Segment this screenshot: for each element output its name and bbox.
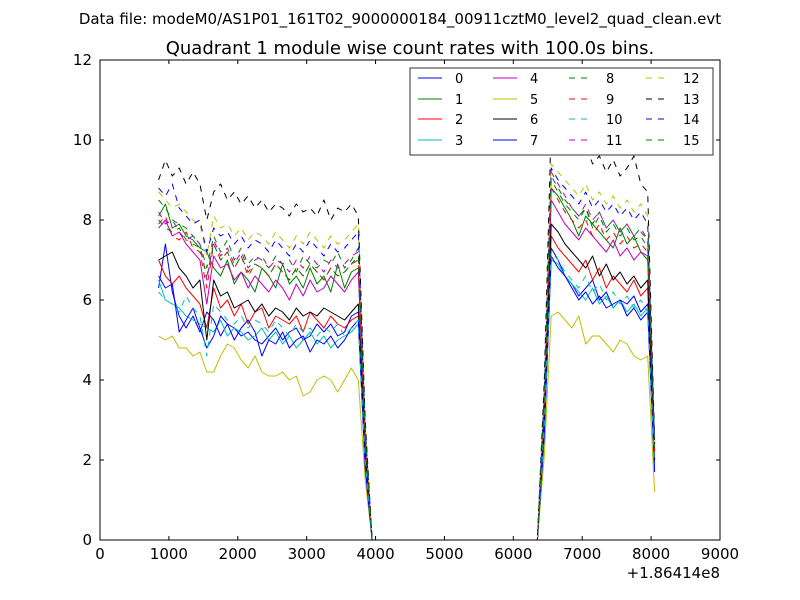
x-tick-label: 7000 bbox=[563, 545, 601, 563]
legend-label-12: 12 bbox=[683, 72, 700, 87]
legend-label-1: 1 bbox=[455, 93, 463, 108]
y-tick-label: 8 bbox=[82, 211, 92, 229]
y-tick-label: 2 bbox=[82, 451, 92, 469]
x-axis-offset-label: +1.86414e8 bbox=[627, 564, 720, 582]
x-tick-label: 0 bbox=[95, 545, 105, 563]
y-tick-label: 0 bbox=[82, 531, 92, 549]
legend-label-2: 2 bbox=[455, 113, 463, 128]
axis-ticks: 0 1000 2000 3000 4000 5000 6000 7000 8000 9000 0 2 4… bbox=[73, 51, 739, 563]
y-tick-label: 12 bbox=[73, 51, 92, 69]
chart-title: Quadrant 1 module wise count rates with … bbox=[166, 38, 655, 59]
legend-label-6: 6 bbox=[530, 113, 538, 128]
legend-label-11: 11 bbox=[606, 134, 623, 149]
y-tick-label: 6 bbox=[82, 291, 92, 309]
x-tick-label: 1000 bbox=[150, 545, 188, 563]
plot-area-frame bbox=[99, 59, 721, 541]
legend-label-9: 9 bbox=[606, 93, 614, 108]
x-tick-label: 3000 bbox=[288, 545, 326, 563]
x-tick-label: 5000 bbox=[425, 545, 463, 563]
series-line-10 bbox=[158, 251, 656, 541]
legend-label-8: 8 bbox=[606, 72, 614, 87]
legend-label-15: 15 bbox=[683, 134, 700, 149]
chart-suptitle: Data file: modeM0/AS1P01_161T02_90000001… bbox=[79, 10, 721, 29]
legend-label-3: 3 bbox=[455, 134, 463, 149]
legend-label-7: 7 bbox=[530, 134, 538, 149]
legend-label-5: 5 bbox=[530, 93, 538, 108]
legend-label-4: 4 bbox=[530, 72, 538, 87]
y-tick-label: 4 bbox=[82, 371, 92, 389]
series-line-9 bbox=[158, 187, 656, 541]
x-tick-label: 4000 bbox=[356, 545, 394, 563]
x-tick-label: 2000 bbox=[219, 545, 257, 563]
legend-label-0: 0 bbox=[455, 72, 463, 87]
x-tick-label: 9000 bbox=[701, 545, 739, 563]
series-line-8 bbox=[158, 179, 656, 541]
legend-label-13: 13 bbox=[683, 93, 700, 108]
x-tick-label: 8000 bbox=[632, 545, 670, 563]
y-tick-label: 10 bbox=[73, 131, 92, 149]
legend-label-10: 10 bbox=[606, 113, 623, 128]
x-tick-label: 6000 bbox=[494, 545, 532, 563]
legend-label-14: 14 bbox=[683, 113, 700, 128]
